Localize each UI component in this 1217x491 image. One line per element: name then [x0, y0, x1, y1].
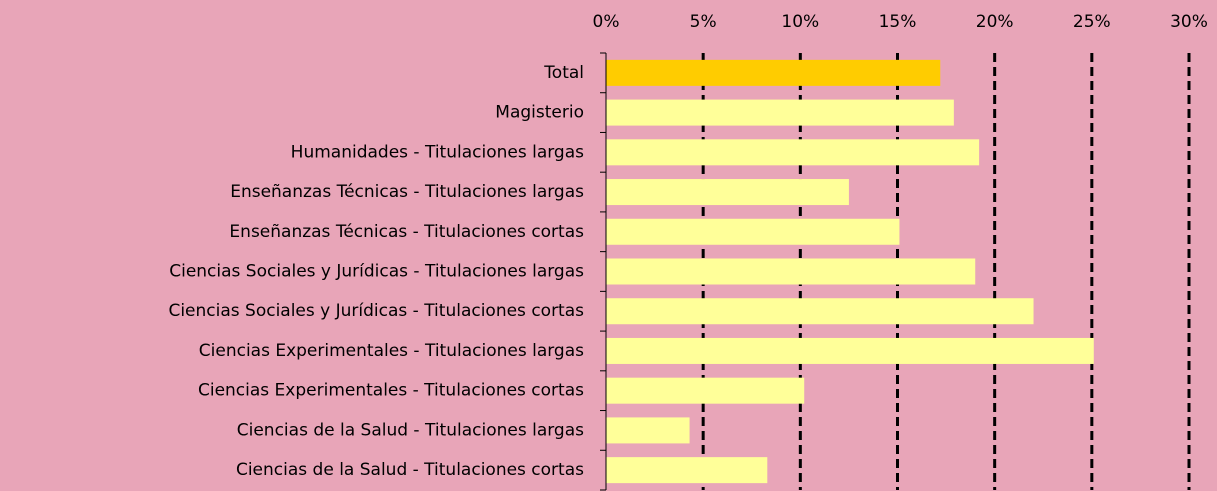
bar — [606, 179, 849, 206]
bar — [606, 377, 805, 404]
y-tick-label: Humanidades - Titulaciones largas — [291, 142, 584, 162]
x-tick-label: 20% — [976, 12, 1014, 32]
y-tick-label: Total — [543, 63, 584, 83]
bar — [606, 99, 954, 126]
y-tick-label: Enseñanzas Técnicas - Titulaciones corta… — [229, 222, 584, 242]
y-tick-label: Ciencias Experimentales - Titulaciones c… — [198, 381, 584, 401]
bar — [606, 139, 980, 166]
y-tick-label: Enseñanzas Técnicas - Titulaciones larga… — [230, 182, 584, 202]
y-tick-label: Ciencias Experimentales - Titulaciones l… — [199, 341, 584, 361]
y-tick-label: Magisterio — [495, 103, 584, 123]
bar — [606, 457, 768, 484]
bar — [606, 417, 690, 444]
x-tick-label: 10% — [781, 12, 819, 32]
x-tick-label: 15% — [879, 12, 917, 32]
x-tick-label: 0% — [593, 12, 620, 32]
y-tick-label: Ciencias de la Salud - Titulaciones cort… — [236, 460, 584, 480]
x-tick-label: 30% — [1170, 12, 1208, 32]
y-tick-label: Ciencias Sociales y Jurídicas - Titulaci… — [168, 301, 584, 321]
bar — [606, 258, 976, 285]
x-tick-label: 5% — [690, 12, 717, 32]
bar — [606, 298, 1034, 325]
bar — [606, 59, 941, 86]
bar — [606, 218, 900, 245]
y-tick-label: Ciencias Sociales y Jurídicas - Titulaci… — [169, 262, 584, 282]
y-tick-label: Ciencias de la Salud - Titulaciones larg… — [237, 420, 584, 440]
x-tick-label: 25% — [1073, 12, 1111, 32]
bar — [606, 337, 1094, 364]
